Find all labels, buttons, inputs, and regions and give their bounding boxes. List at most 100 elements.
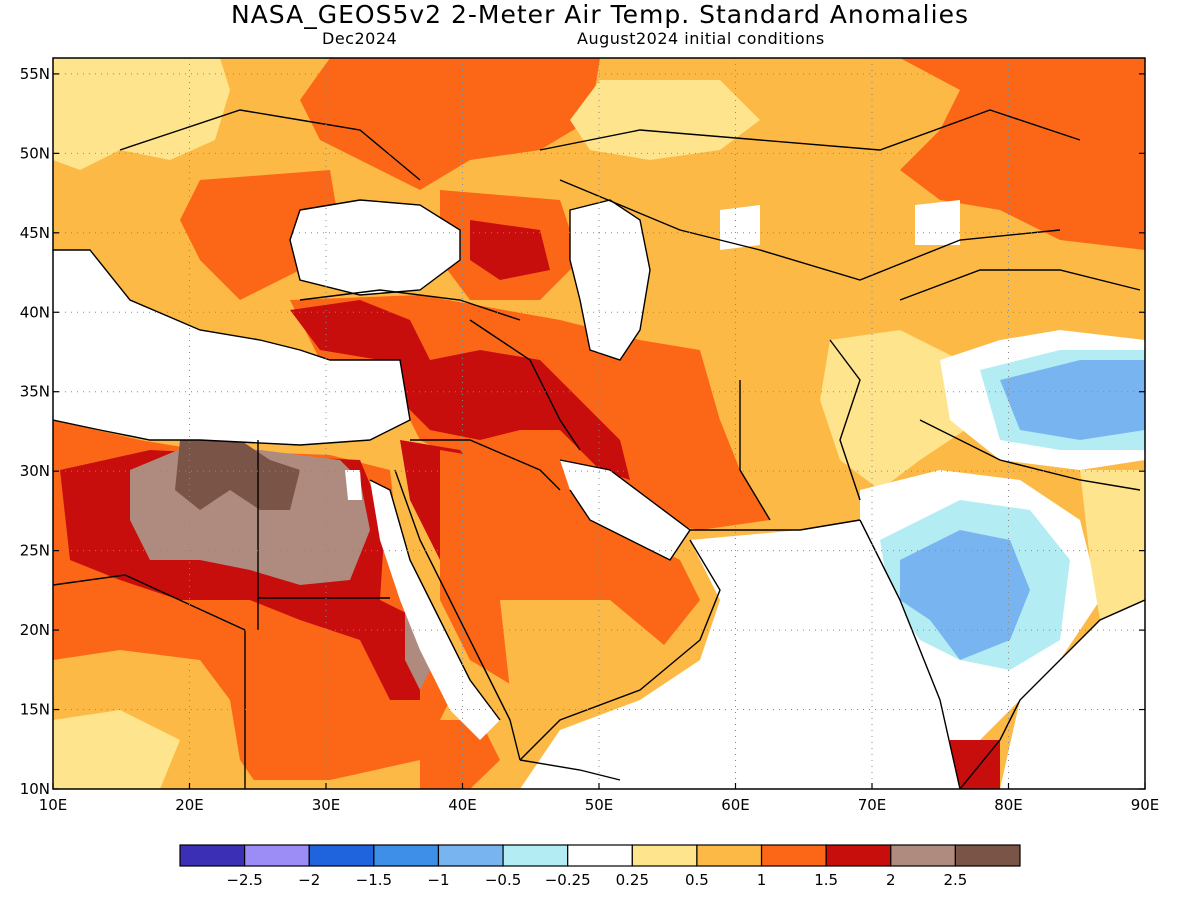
colorbar-label: −1.5 [356,871,392,889]
anomaly-region-south-arabia-yellow [500,600,670,710]
anomaly-region-pakistan-yellow [820,330,980,490]
mask-persian-gulf [560,460,690,560]
x-tick-label: 60E [721,796,750,814]
colorbar-label: −0.5 [485,871,521,889]
mask-mediterranean [53,250,410,445]
x-tick-label: 40E [448,796,477,814]
coastline-iran-pakistan [690,519,861,531]
colorbar-label: 2.5 [943,871,967,889]
border-kazakh [559,179,1061,281]
colorbar-swatch [437,844,504,867]
colorbar-swatch [760,844,827,867]
colorbar-swatch [890,844,956,867]
anomaly-region-siberia-orange [900,58,1145,250]
coastline-caspian [569,199,651,361]
coastline-arabian-peninsula [519,539,721,761]
coastline-mediterranean [53,249,411,446]
colorbar-swatch [825,844,892,867]
colorbar-label: 0.5 [685,871,709,889]
coastline-red-sea-west [369,479,501,721]
anomaly-region-north-orange [300,58,600,190]
anomaly-region-sahel-lightyellow [53,710,180,789]
colorbar-label: −0.25 [545,871,591,889]
x-tick-label: 70E [858,796,887,814]
mask-aral [720,205,760,250]
anomaly-region-east-india-yellow [1080,470,1145,620]
y-axis: 10N 15N 20N 25N 30N 35N 40N 45N 50N 55N [20,65,1145,798]
colorbar-swatch [179,844,246,867]
colorbar-swatch [308,844,375,867]
mask-black-sea [290,200,460,295]
coastline-red-sea-east [394,469,521,761]
y-tick-label: 40N [20,303,50,321]
border-afghan-pakistan [829,339,861,501]
colorbar-labels: −2.5 −2 −1.5 −1 −0.5 −0.25 0.25 0.5 1 1.5 2 2.5 [226,871,967,889]
y-tick-label: 15N [20,701,50,719]
colorbar-swatch [696,844,763,867]
colorbar-swatch [502,844,569,867]
anomaly-region-kazakh-yellow [570,80,760,160]
border-iran-afghan [739,380,771,521]
y-tick-label: 50N [20,144,50,162]
y-tick-label: 20N [20,621,50,639]
x-tick-label: 80E [994,796,1023,814]
x-axis: 10E 20E 30E 40E 50E 60E 70E 80E 90E [39,783,1160,814]
colorbar-label: 2 [886,871,896,889]
mask-balkhash [915,200,960,245]
forecast-month: Dec2024 [322,29,398,48]
x-tick-label: 90E [1131,796,1160,814]
border-saudi [410,439,561,491]
anomaly-field [53,58,1145,789]
x-tick-label: 20E [175,796,204,814]
coastline-india-east [959,599,1145,789]
border-turkey [299,289,521,321]
border-iraq-iran [469,319,581,451]
initial-conditions: August2024 initial conditions [577,29,825,48]
anomaly-region-north-europe-yellow [53,58,230,170]
anomaly-region-tibet-blue [1000,360,1145,440]
colorbar-swatch [567,844,633,867]
colorbar-swatch [954,844,1021,867]
mask-caspian [570,200,650,360]
map-title: NASA_GEOS5v2 2-Meter Air Temp. Standard … [231,0,969,29]
y-tick-label: 25N [20,542,50,560]
x-tick-label: 10E [39,796,68,814]
anomaly-region-india-blue [900,530,1030,660]
anomaly-region-turkmen-orange [640,260,860,420]
coastline-india-west [859,519,961,789]
colorbar-label: 1.5 [814,871,838,889]
mask-egypt-nile [345,470,362,500]
y-tick-label: 10N [20,780,50,798]
x-tick-label: 30E [312,796,341,814]
y-tick-label: 35N [20,383,50,401]
colorbar-label: −2 [298,871,320,889]
border-india-nepal [919,419,1141,491]
colorbar-swatch [631,844,698,867]
x-tick-label: 50E [585,796,614,814]
gridlines [53,58,1145,789]
anomaly-region-sudan-brown [405,610,430,690]
anomaly-region-south-india-red [950,740,1000,789]
y-tick-label: 30N [20,462,50,480]
border-russia-kazakh [539,109,1081,151]
colorbar-label: −2.5 [226,871,262,889]
anomaly-region-caucasus-red [470,220,550,280]
coastlines [53,109,1145,789]
anomaly-region-egypt-darkbrown [175,440,300,510]
colorbar-label: 1 [757,871,767,889]
colorbar-label: 0.25 [616,871,649,889]
colorbar-swatch [373,844,440,867]
y-tick-label: 45N [20,224,50,242]
mask-bay-of-bengal [1000,600,1145,789]
colorbar-label: −1 [427,871,449,889]
coastline-somalia [519,759,621,781]
mask-arabian-sea [520,520,960,789]
coastline-black-sea [289,199,461,296]
border-europe [119,109,421,181]
y-tick-label: 55N [20,65,50,83]
colorbar-swatch [244,844,310,867]
colorbar-boxes [179,844,1021,867]
coastline-persian-gulf [559,459,691,561]
